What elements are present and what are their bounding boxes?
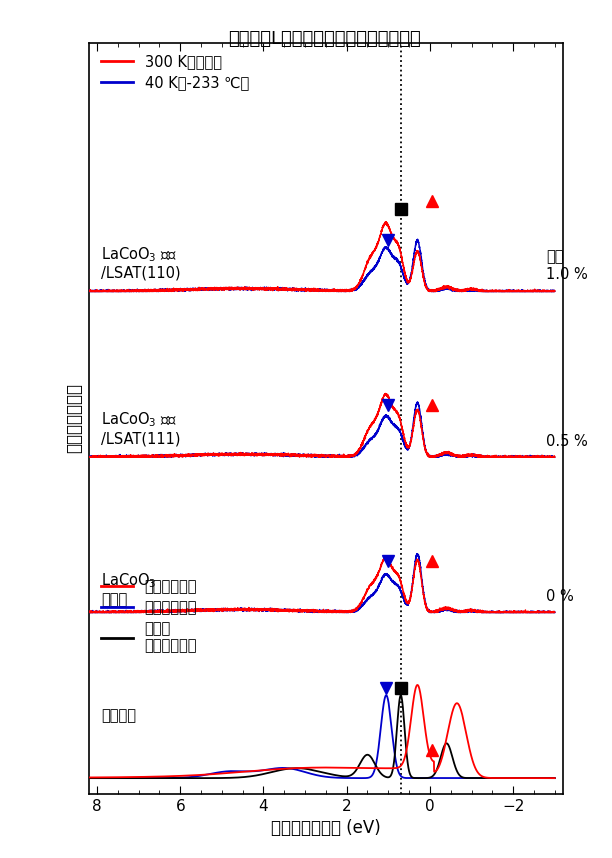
Legend: 高スピン状態, 低スピン状態, 歪んだ
高スピン状態: 高スピン状態, 低スピン状態, 歪んだ 高スピン状態 <box>101 579 197 654</box>
Y-axis label: 非弾性散乱強度: 非弾性散乱強度 <box>65 384 83 453</box>
Text: 理論計算: 理論計算 <box>101 709 136 723</box>
X-axis label: エネルギー損失 (eV): エネルギー損失 (eV) <box>271 819 381 837</box>
Text: LaCoO$_3$ 薄膜
/LSAT(111): LaCoO$_3$ 薄膜 /LSAT(111) <box>101 411 181 447</box>
Text: 0.5 %: 0.5 % <box>547 434 588 449</box>
Text: 0 %: 0 % <box>547 589 574 604</box>
Text: LaCoO$_3$ 薄膜
/LSAT(110): LaCoO$_3$ 薄膜 /LSAT(110) <box>101 245 181 281</box>
Text: コバルトL端共鳴非弾性散乱スペクトル: コバルトL端共鳴非弾性散乱スペクトル <box>228 30 420 48</box>
Text: LaCoO$_3$
バルク: LaCoO$_3$ バルク <box>101 571 157 607</box>
Text: 歪み
1.0 %: 歪み 1.0 % <box>547 250 588 281</box>
